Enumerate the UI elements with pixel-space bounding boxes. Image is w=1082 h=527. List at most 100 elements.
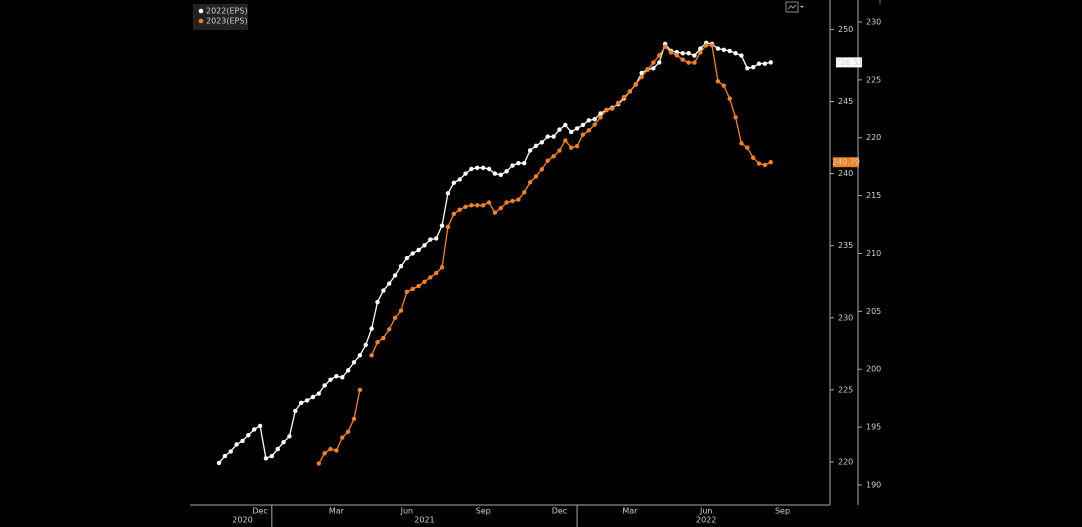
data-point [574, 144, 580, 149]
data-point [698, 46, 703, 51]
data-point [657, 60, 662, 65]
data-point [533, 143, 539, 149]
data-point [381, 335, 386, 341]
chart-icon-glyph [787, 4, 797, 10]
data-point [257, 423, 263, 429]
data-point [551, 154, 556, 159]
data-point [475, 203, 480, 208]
data-point [246, 433, 251, 438]
data-point [222, 453, 228, 459]
y-tick-label: 230 [838, 313, 853, 322]
data-point [639, 70, 644, 76]
data-point [651, 60, 656, 65]
data-point [281, 439, 286, 445]
data-point [615, 100, 621, 106]
data-point [627, 89, 633, 94]
data-point [398, 264, 404, 269]
data-point [768, 160, 773, 165]
y2-tick-label: 210 [866, 249, 881, 258]
data-point [750, 155, 756, 160]
data-point [516, 197, 521, 202]
data-point [686, 51, 691, 56]
data-point [727, 96, 732, 101]
data-point [498, 172, 503, 177]
data-point [674, 49, 680, 55]
data-point [621, 94, 627, 100]
data-point [516, 161, 521, 166]
data-point [580, 132, 586, 137]
year-label: 2021 [414, 516, 434, 525]
data-point [756, 61, 762, 66]
legend-label: 2023(EPS) [206, 17, 248, 26]
y2-tick-label: 225 [866, 75, 881, 84]
data-point [698, 50, 703, 55]
data-point [416, 247, 421, 253]
y-tick-label: 235 [838, 241, 853, 250]
data-point [645, 67, 650, 72]
data-point [387, 281, 392, 286]
data-point [709, 43, 715, 48]
data-point [592, 117, 597, 122]
data-point [263, 456, 269, 461]
data-point [463, 204, 468, 209]
data-point [410, 251, 415, 256]
year-label: 2020 [232, 516, 252, 525]
data-point [598, 111, 603, 116]
data-point [563, 138, 568, 143]
y-tick-label: 250 [838, 25, 853, 34]
data-point [651, 66, 656, 71]
data-point [545, 158, 550, 163]
chart-icon[interactable] [785, 1, 799, 13]
data-point [422, 279, 427, 284]
y-tick-label: 245 [838, 97, 853, 106]
data-point [445, 191, 451, 196]
data-point [727, 48, 732, 54]
legend-marker [198, 18, 204, 24]
data-point [475, 165, 480, 171]
data-point [351, 416, 357, 421]
data-point [451, 180, 456, 186]
data-point [398, 308, 404, 313]
data-point [439, 265, 445, 270]
data-point [522, 190, 527, 195]
legend-label: 2022(EPS) [206, 7, 248, 16]
data-point [580, 122, 586, 128]
data-point [328, 446, 333, 452]
data-point [533, 174, 539, 179]
data-point [539, 167, 545, 172]
data-point [557, 127, 562, 132]
data-point [252, 427, 257, 432]
data-point [574, 126, 580, 131]
data-point [310, 394, 316, 400]
data-point [316, 391, 321, 396]
data-point [375, 340, 380, 345]
data-point [756, 161, 762, 166]
data-point [416, 283, 421, 289]
x-tick-label: Jun [699, 507, 713, 516]
data-point [328, 377, 333, 382]
data-point [392, 315, 398, 321]
data-point [557, 148, 562, 153]
data-point [433, 236, 439, 241]
data-point [322, 451, 327, 456]
data-point [351, 360, 357, 365]
data-point [545, 134, 550, 139]
y2-tick-label: 230 [866, 17, 881, 26]
data-point [569, 145, 574, 150]
data-point [662, 44, 668, 49]
data-point [345, 368, 351, 373]
data-point [768, 60, 773, 65]
y2-tick-label: 215 [866, 191, 881, 200]
data-point [721, 47, 727, 52]
data-point [586, 118, 592, 123]
data-point [527, 148, 533, 153]
data-point [527, 180, 533, 185]
data-point [510, 198, 515, 204]
data-point [745, 66, 750, 71]
x-tick-label: Dec [252, 507, 267, 516]
data-point [498, 206, 503, 211]
data-point [404, 255, 410, 261]
data-point [633, 82, 638, 87]
